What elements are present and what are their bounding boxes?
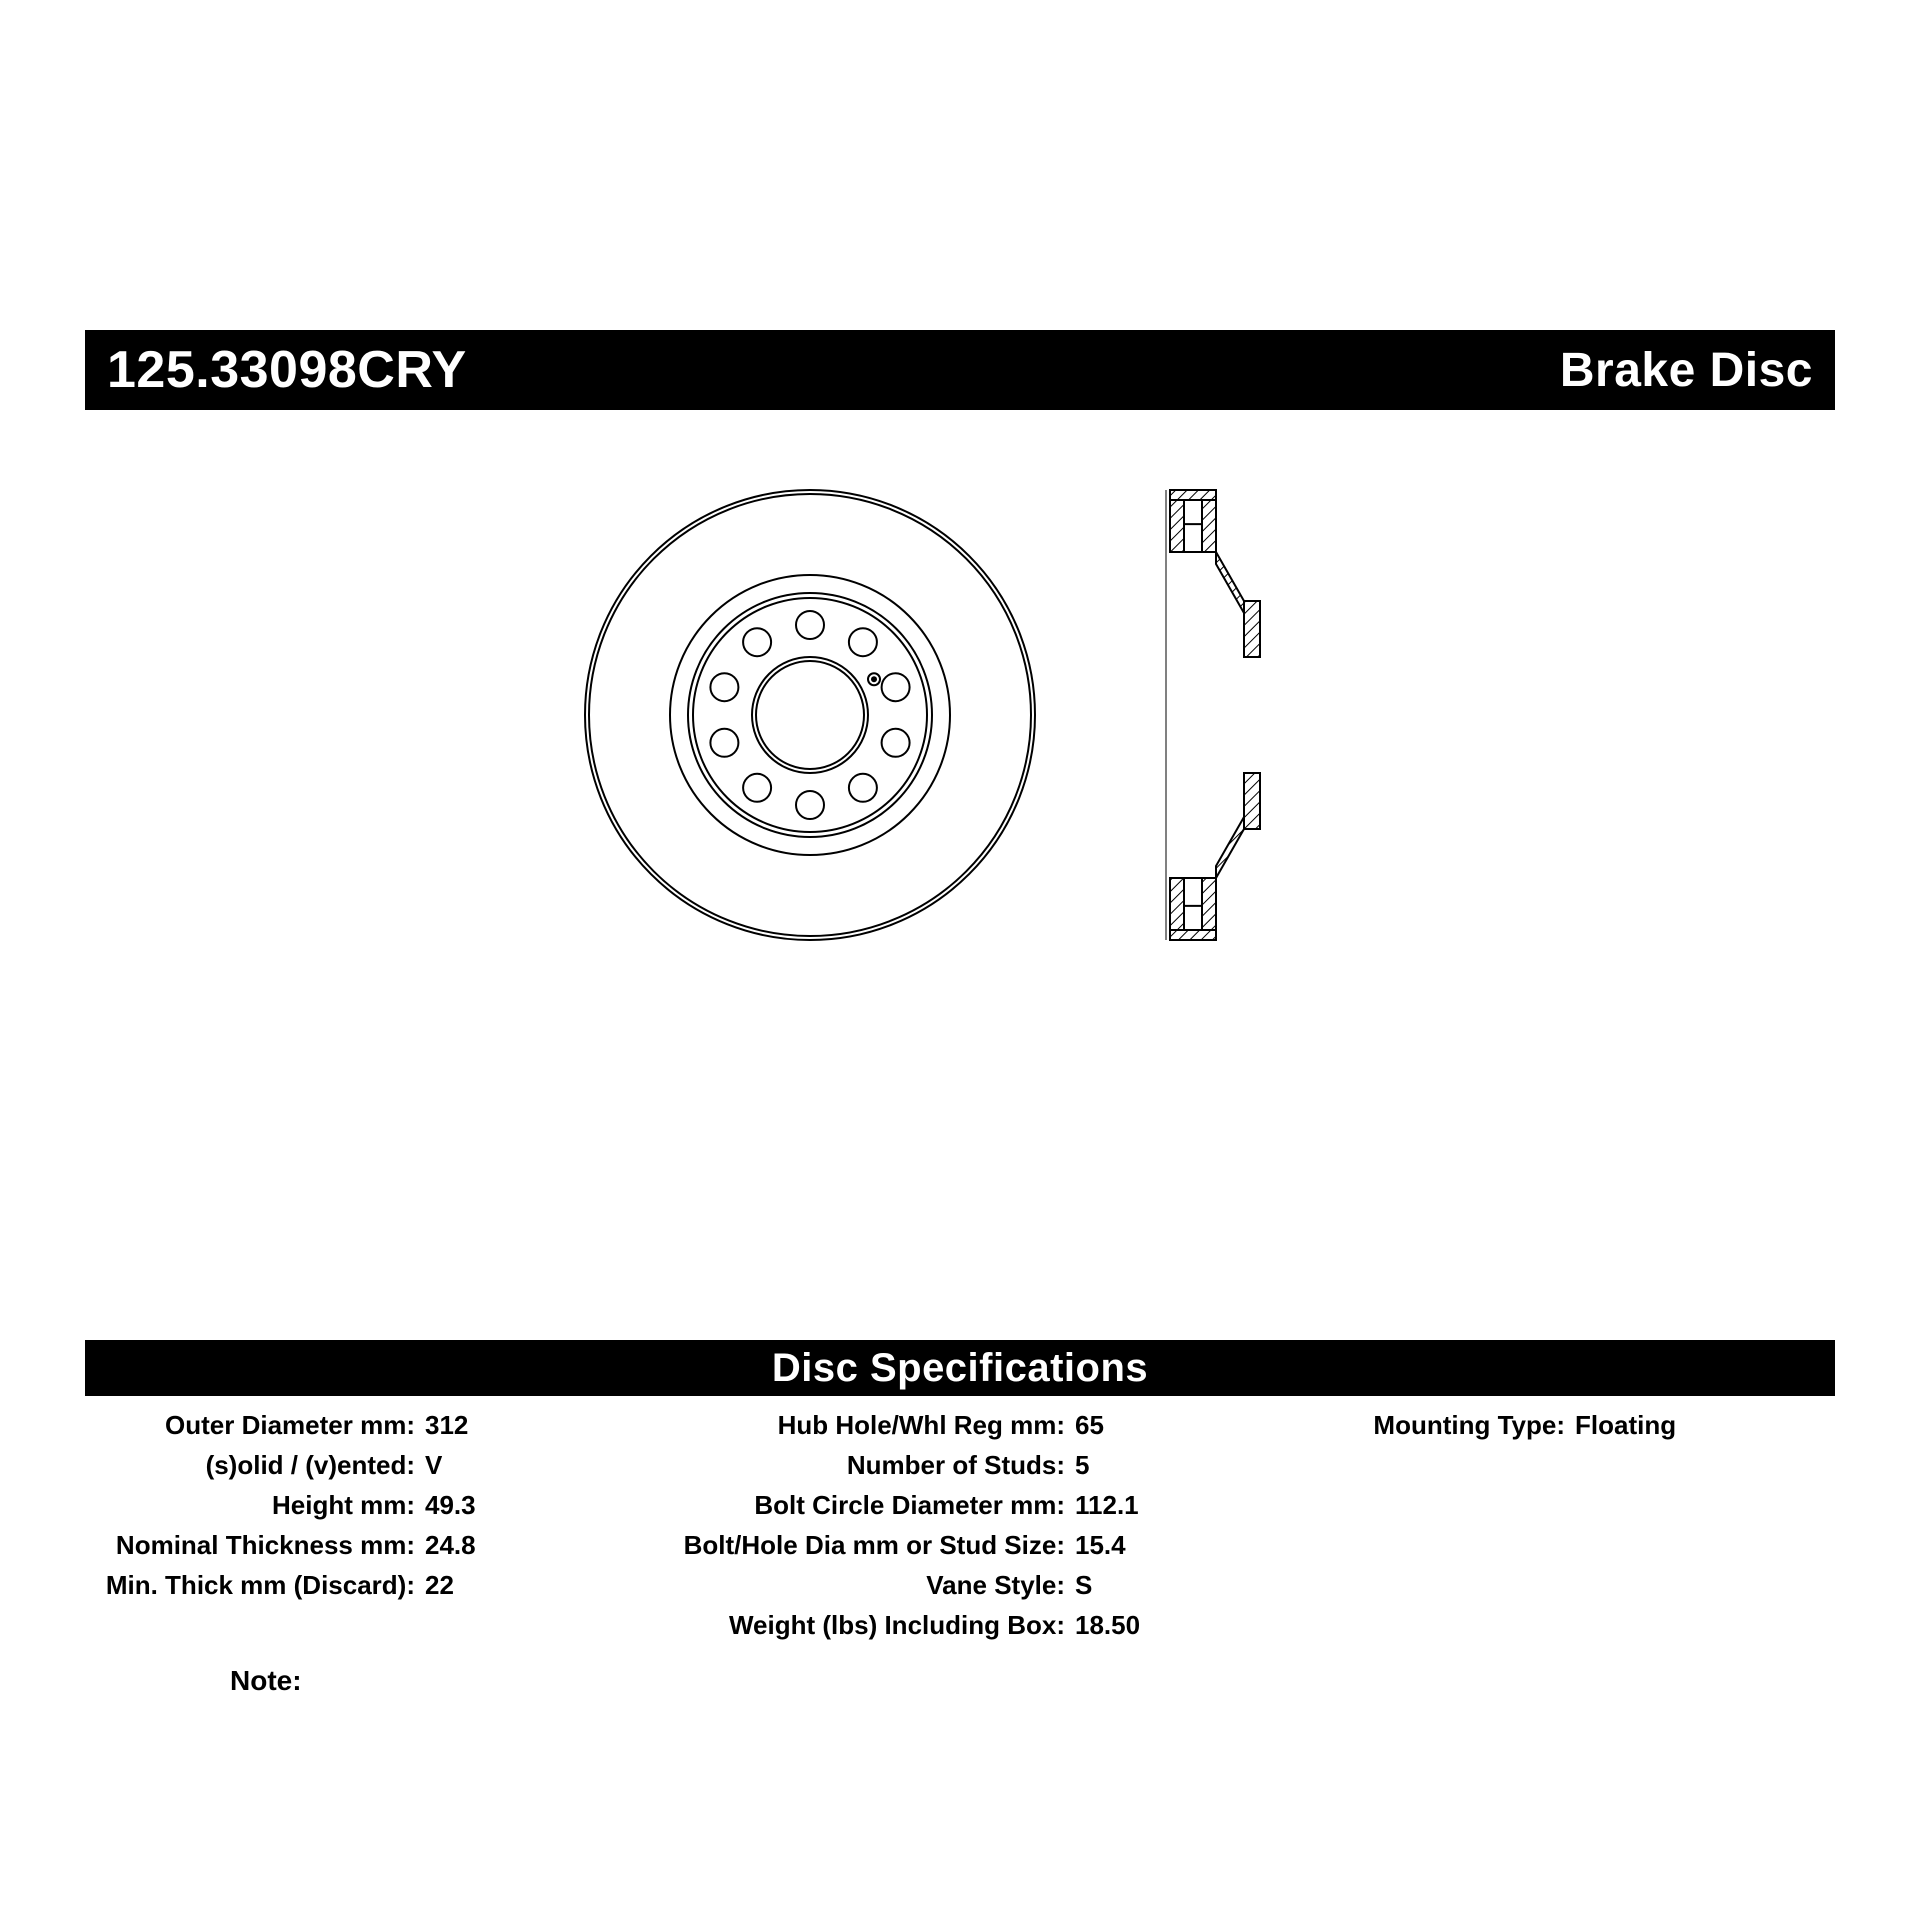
spec-row: Bolt Circle Diameter mm:112.1 bbox=[615, 1485, 1335, 1525]
spec-value: 18.50 bbox=[1065, 1605, 1140, 1645]
spec-row: Number of Studs:5 bbox=[615, 1445, 1335, 1485]
spec-value: V bbox=[415, 1445, 442, 1485]
spec-label: Weight (lbs) Including Box: bbox=[615, 1605, 1065, 1645]
spec-label: Outer Diameter mm: bbox=[85, 1405, 415, 1445]
note-label: Note: bbox=[230, 1665, 302, 1697]
diagram-area bbox=[0, 455, 1920, 975]
spec-column-1: Outer Diameter mm:312(s)olid / (v)ented:… bbox=[85, 1405, 615, 1645]
spec-value: 112.1 bbox=[1065, 1485, 1139, 1525]
spec-label: Vane Style: bbox=[615, 1565, 1065, 1605]
spec-column-3: Mounting Type:Floating bbox=[1335, 1405, 1835, 1645]
spec-value: S bbox=[1065, 1565, 1092, 1605]
spec-label: Bolt Circle Diameter mm: bbox=[615, 1485, 1065, 1525]
spec-column-2: Hub Hole/Whl Reg mm:65Number of Studs:5B… bbox=[615, 1405, 1335, 1645]
spec-row: (s)olid / (v)ented:V bbox=[85, 1445, 615, 1485]
product-name: Brake Disc bbox=[1560, 343, 1813, 398]
spec-header-bar: Disc Specifications bbox=[85, 1340, 1835, 1396]
spec-row: Hub Hole/Whl Reg mm:65 bbox=[615, 1405, 1335, 1445]
spec-grid: Outer Diameter mm:312(s)olid / (v)ented:… bbox=[85, 1405, 1835, 1645]
spec-value: Floating bbox=[1565, 1405, 1676, 1445]
spec-value: 5 bbox=[1065, 1445, 1089, 1485]
spec-header-text: Disc Specifications bbox=[772, 1346, 1148, 1391]
spec-row: Min. Thick mm (Discard):22 bbox=[85, 1565, 615, 1605]
spec-value: 22 bbox=[415, 1565, 454, 1605]
brake-disc-diagram bbox=[510, 465, 1410, 965]
spec-value: 49.3 bbox=[415, 1485, 476, 1525]
spec-label: Mounting Type: bbox=[1335, 1405, 1565, 1445]
spec-label: (s)olid / (v)ented: bbox=[85, 1445, 415, 1485]
spec-row: Outer Diameter mm:312 bbox=[85, 1405, 615, 1445]
spec-value: 65 bbox=[1065, 1405, 1104, 1445]
spec-row: Nominal Thickness mm:24.8 bbox=[85, 1525, 615, 1565]
spec-value: 312 bbox=[415, 1405, 468, 1445]
spec-row: Vane Style:S bbox=[615, 1565, 1335, 1605]
spec-value: 24.8 bbox=[415, 1525, 476, 1565]
spec-sheet-page: 125.33098CRY Brake Disc Disc Specificati… bbox=[0, 0, 1920, 1920]
spec-label: Number of Studs: bbox=[615, 1445, 1065, 1485]
spec-row: Mounting Type:Floating bbox=[1335, 1405, 1835, 1445]
header-bar: 125.33098CRY Brake Disc bbox=[85, 330, 1835, 410]
spec-row: Height mm:49.3 bbox=[85, 1485, 615, 1525]
spec-label: Bolt/Hole Dia mm or Stud Size: bbox=[615, 1525, 1065, 1565]
spec-label: Height mm: bbox=[85, 1485, 415, 1525]
spec-label: Min. Thick mm (Discard): bbox=[85, 1565, 415, 1605]
part-number: 125.33098CRY bbox=[107, 340, 467, 400]
spec-row: Weight (lbs) Including Box:18.50 bbox=[615, 1605, 1335, 1645]
spec-label: Hub Hole/Whl Reg mm: bbox=[615, 1405, 1065, 1445]
spec-label: Nominal Thickness mm: bbox=[85, 1525, 415, 1565]
spec-row: Bolt/Hole Dia mm or Stud Size:15.4 bbox=[615, 1525, 1335, 1565]
spec-value: 15.4 bbox=[1065, 1525, 1126, 1565]
